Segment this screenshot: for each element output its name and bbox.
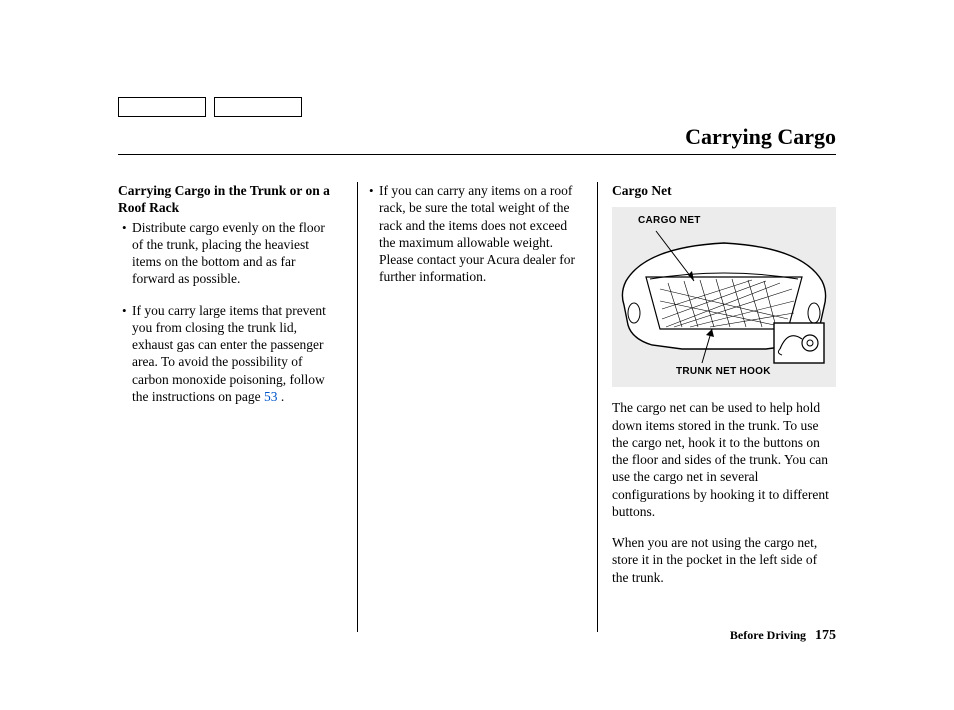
footer-page-number: 175 — [815, 628, 836, 643]
bullet-item: • If you carry large items that prevent … — [118, 302, 337, 406]
bullet-text-main: If you carry large items that prevent yo… — [132, 303, 326, 404]
content-columns: Carrying Cargo in the Trunk or on a Roof… — [118, 182, 836, 600]
trunk-illustration-icon — [616, 229, 832, 369]
page-title: Carrying Cargo — [685, 124, 836, 150]
page-ref-link[interactable]: 53 — [264, 389, 278, 404]
bullet-item: • Distribute cargo evenly on the floor o… — [118, 219, 337, 288]
bullet-text: Distribute cargo evenly on the floor of … — [132, 219, 337, 288]
col3-heading: Cargo Net — [612, 182, 836, 199]
bullet-period: . — [277, 389, 284, 404]
paragraph: The cargo net can be used to help hold d… — [612, 399, 836, 520]
nav-button-row — [118, 97, 302, 117]
bullet-dot-icon: • — [122, 302, 132, 406]
bullet-text: If you can carry any items on a roof rac… — [379, 182, 584, 286]
cargo-net-figure: CARGO NET — [612, 207, 836, 387]
footer-section: Before Driving — [730, 628, 806, 642]
figure-label-top: CARGO NET — [638, 215, 701, 228]
bullet-dot-icon: • — [369, 182, 379, 286]
bullet-item: • If you can carry any items on a roof r… — [365, 182, 584, 286]
bullet-dot-icon: • — [122, 219, 132, 288]
paragraph: When you are not using the cargo net, st… — [612, 534, 836, 586]
page-footer: Before Driving 175 — [730, 628, 836, 644]
title-rule — [118, 154, 836, 155]
figure-label-bottom: TRUNK NET HOOK — [676, 366, 771, 379]
nav-button-next[interactable] — [214, 97, 302, 117]
col1-heading: Carrying Cargo in the Trunk or on a Roof… — [118, 182, 337, 217]
column-3: Cargo Net CARGO NET — [600, 182, 836, 600]
nav-button-prev[interactable] — [118, 97, 206, 117]
manual-page: Carrying Cargo Carrying Cargo in the Tru… — [0, 0, 954, 710]
column-2: • If you can carry any items on a roof r… — [353, 182, 600, 600]
bullet-text: If you carry large items that prevent yo… — [132, 302, 337, 406]
column-1: Carrying Cargo in the Trunk or on a Roof… — [118, 182, 353, 600]
